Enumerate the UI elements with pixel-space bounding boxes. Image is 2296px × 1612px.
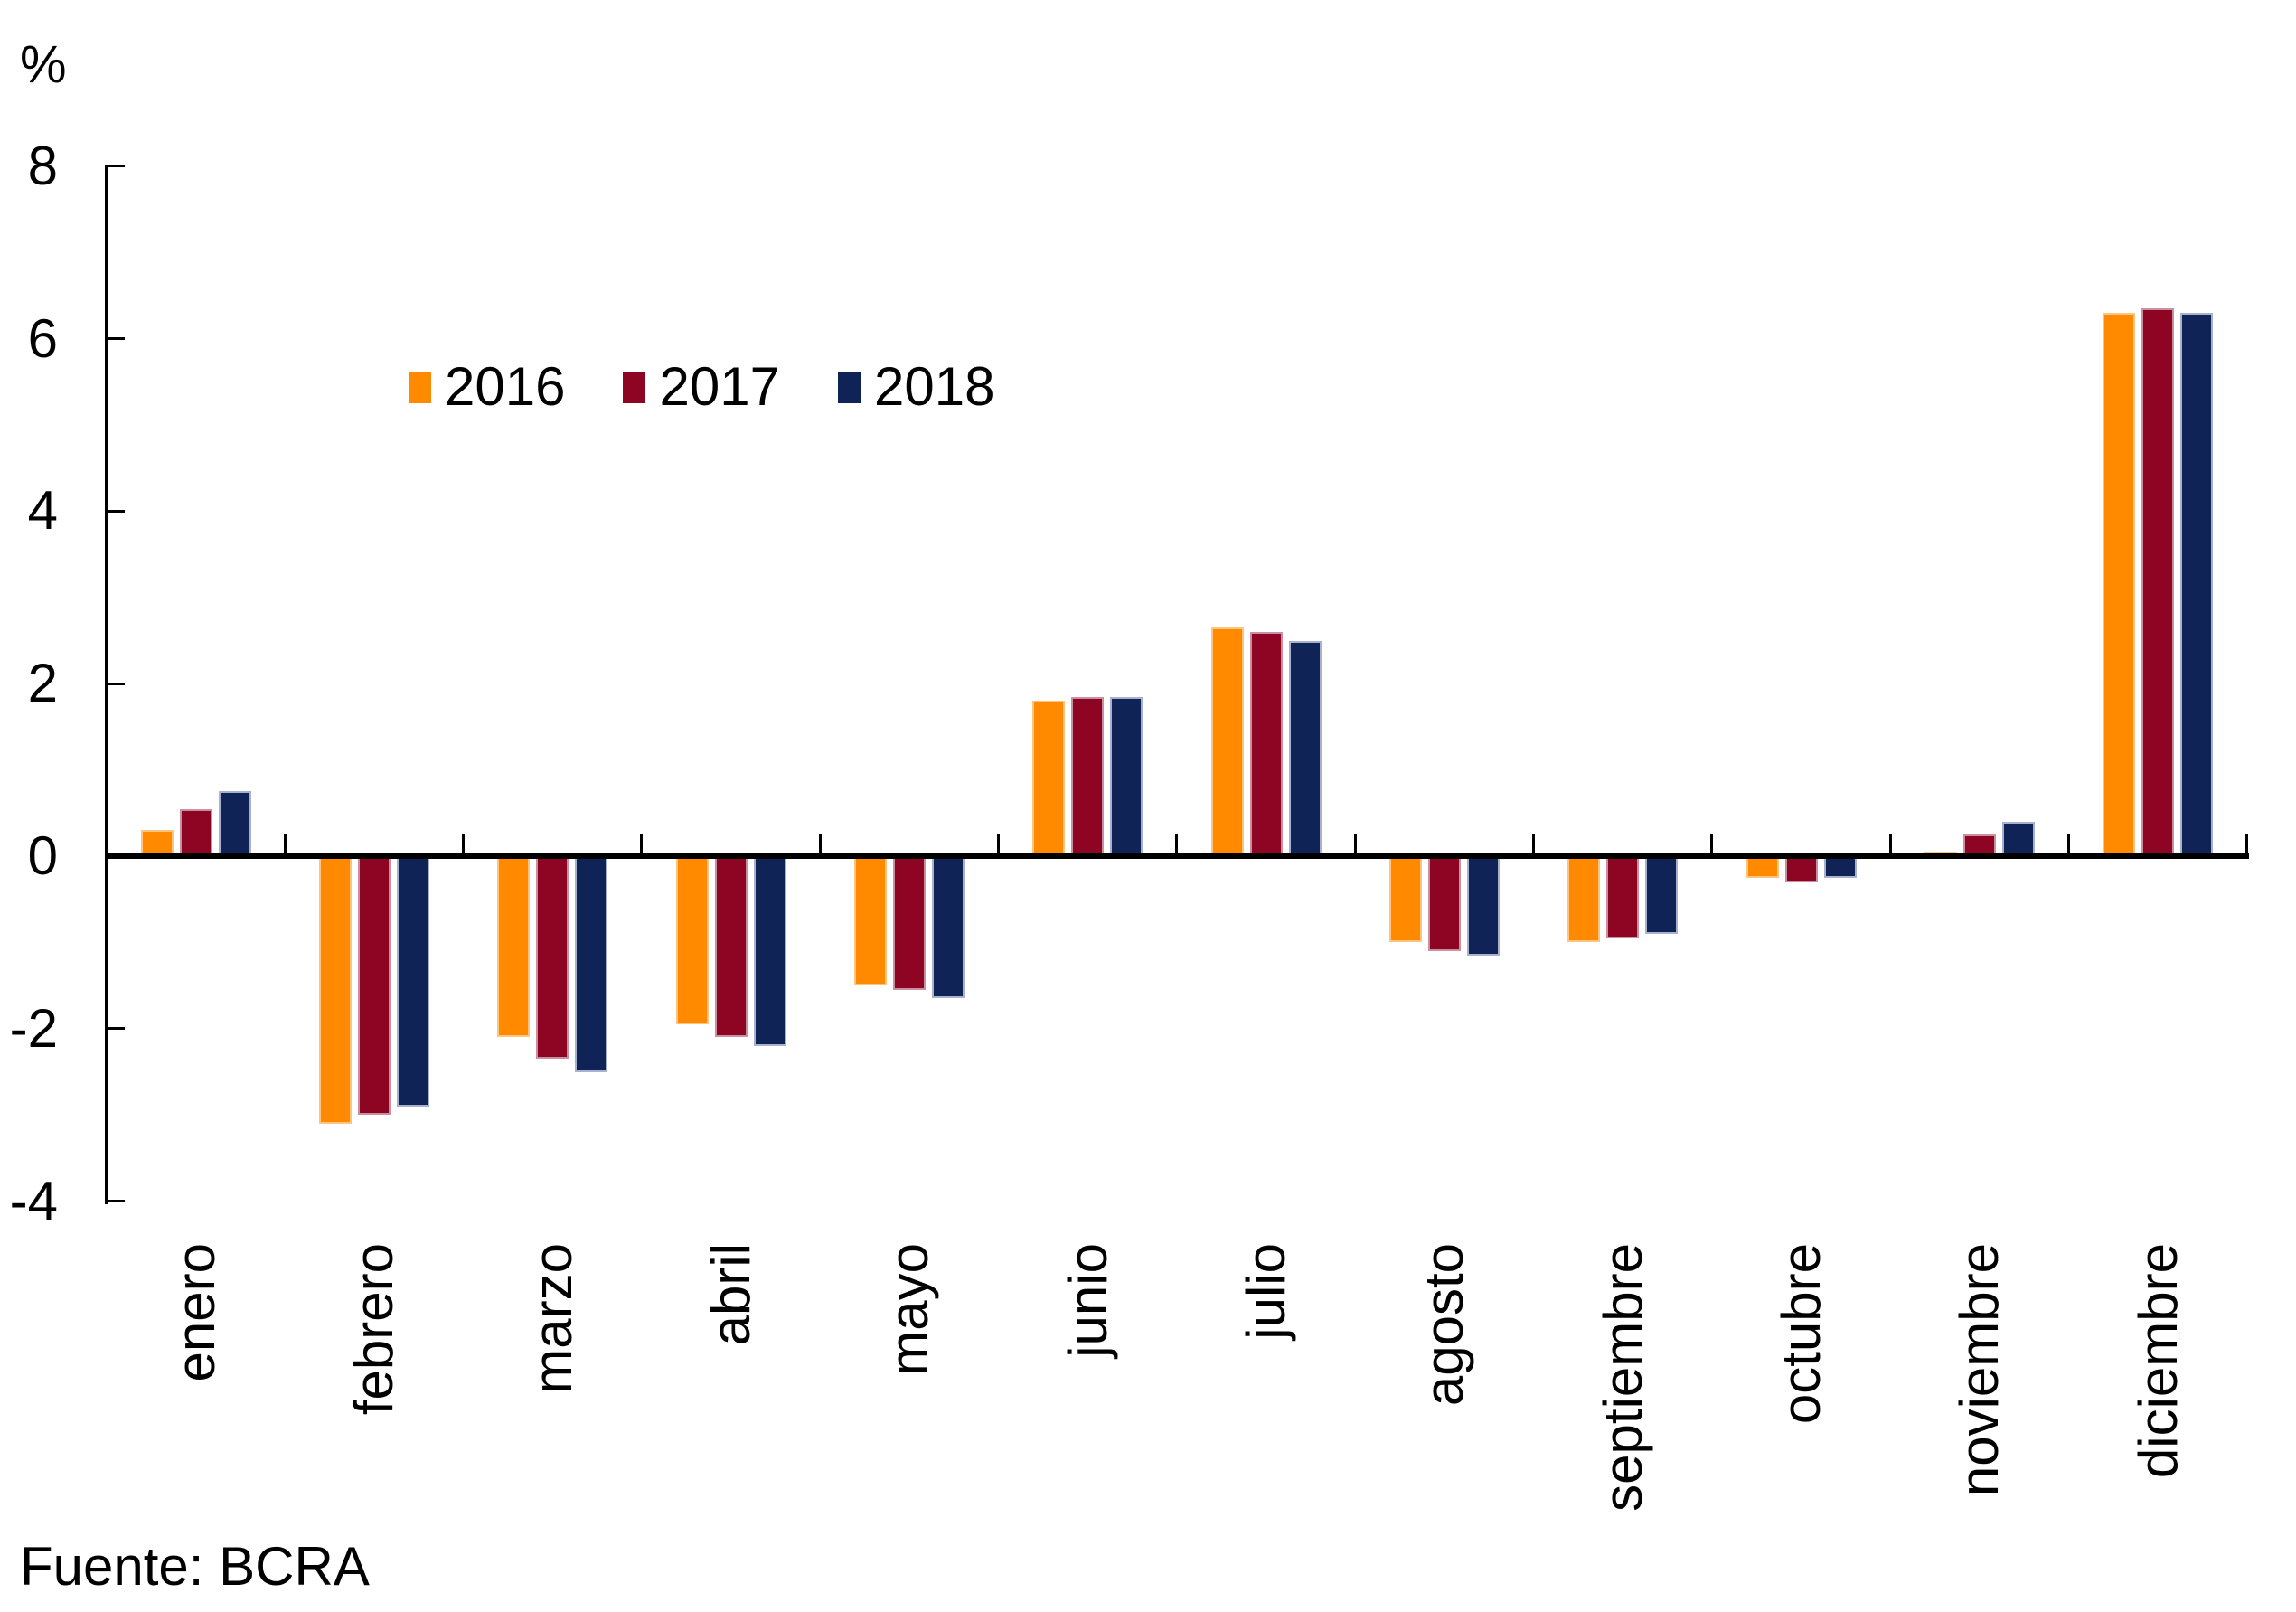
x-tick-3: [640, 834, 643, 853]
x-tick-10: [1889, 834, 1892, 853]
bar-2018-junio: [1110, 697, 1143, 856]
bar-2016-mayo: [854, 856, 887, 985]
x-tick-4: [819, 834, 822, 853]
bar-2016-agosto: [1389, 856, 1422, 942]
x-label-cell-junio: junio: [999, 1243, 1177, 1551]
bar-2017-junio: [1071, 697, 1104, 856]
y-tick-6: [105, 337, 125, 340]
x-label-abril: abril: [701, 1243, 761, 1346]
bar-2016-enero: [141, 830, 174, 856]
bar-2016-marzo: [497, 856, 530, 1037]
bar-2017-septiembre: [1606, 856, 1639, 938]
bar-2016-diciembre: [2103, 313, 2135, 856]
y-axis-line: [105, 166, 108, 1204]
legend-item-2016: 2016: [409, 360, 565, 414]
x-label-noviembre: noviembre: [1949, 1243, 2009, 1497]
bar-2016-febrero: [319, 856, 352, 1124]
bar-2017-julio: [1250, 632, 1283, 856]
bar-2017-octubre: [1785, 856, 1818, 882]
bar-2017-febrero: [358, 856, 391, 1115]
x-label-julio: julio: [1236, 1243, 1296, 1340]
bar-2018-abril: [754, 856, 786, 1046]
x-axis-line: [105, 853, 2249, 859]
bar-2018-julio: [1289, 641, 1322, 857]
x-label-cell-noviembre: noviembre: [1890, 1243, 2068, 1551]
legend-item-2017: 2017: [623, 356, 780, 417]
legend-label-2018: 2018: [873, 356, 995, 417]
bar-2017-enero: [180, 809, 212, 856]
bar-2018-septiembre: [1645, 856, 1678, 934]
bar-2017-diciembre: [2141, 308, 2174, 856]
bar-2017-mayo: [893, 856, 926, 990]
x-tick-1: [284, 834, 287, 853]
x-label-junio: junio: [1058, 1243, 1118, 1358]
y-tick--2: [105, 1027, 125, 1030]
x-tick-11: [2067, 834, 2070, 853]
x-tick-5: [997, 834, 1000, 853]
y-tick-label-6: 6: [27, 308, 58, 369]
x-label-cell-agosto: agosto: [1355, 1243, 1533, 1551]
x-label-mayo: mayo: [879, 1243, 939, 1376]
bar-2016-septiembre: [1567, 856, 1600, 942]
bar-2018-febrero: [397, 856, 429, 1107]
bar-2018-agosto: [1467, 856, 1500, 956]
bar-2018-enero: [219, 791, 251, 856]
bar-2017-abril: [715, 856, 748, 1037]
x-label-agosto: agosto: [1414, 1243, 1474, 1407]
x-tick-9: [1710, 834, 1713, 853]
legend: 2016 2017 2018: [409, 360, 994, 414]
x-label-enero: enero: [165, 1243, 226, 1382]
bar-2016-abril: [676, 856, 709, 1024]
x-label-diciembre: diciembre: [2128, 1243, 2188, 1479]
bar-2018-mayo: [932, 856, 965, 998]
x-label-cell-mayo: mayo: [820, 1243, 998, 1551]
bar-2018-noviembre: [2002, 822, 2035, 856]
source-note: Fuente: BCRA: [20, 1536, 370, 1597]
x-label-cell-febrero: febrero: [285, 1243, 463, 1551]
x-label-cell-enero: enero: [107, 1243, 285, 1551]
bar-2017-agosto: [1428, 856, 1461, 951]
bar-2018-marzo: [575, 856, 607, 1072]
y-tick-label-4: 4: [27, 480, 58, 541]
legend-swatch-2017: [623, 371, 646, 403]
x-label-febrero: febrero: [343, 1243, 404, 1416]
legend-swatch-2018: [837, 371, 861, 403]
x-label-cell-septiembre: septiembre: [1534, 1243, 1712, 1551]
bar-2018-octubre: [1824, 856, 1857, 878]
x-label-cell-abril: abril: [642, 1243, 820, 1551]
x-tick-8: [1532, 834, 1535, 853]
x-tick-6: [1175, 834, 1178, 853]
x-label-cell-julio: julio: [1177, 1243, 1355, 1551]
bar-2018-diciembre: [2180, 313, 2213, 856]
y-tick-label--2: -2: [9, 998, 58, 1059]
bar-2016-octubre: [1746, 856, 1779, 878]
y-tick-4: [105, 510, 125, 513]
x-tick-7: [1354, 834, 1357, 853]
y-tick--4: [105, 1200, 125, 1202]
bar-2017-marzo: [536, 856, 569, 1059]
x-label-octubre: octubre: [1771, 1243, 1831, 1425]
x-tick-12: [2245, 834, 2248, 853]
legend-item-2018: 2018: [837, 356, 995, 417]
legend-label-2016: 2016: [445, 356, 566, 417]
y-tick-label-8: 8: [27, 136, 58, 196]
legend-swatch-2016: [409, 371, 431, 403]
x-label-cell-octubre: octubre: [1712, 1243, 1890, 1551]
x-label-septiembre: septiembre: [1593, 1243, 1653, 1512]
x-label-cell-marzo: marzo: [464, 1243, 642, 1551]
y-tick-8: [105, 165, 125, 167]
bar-2016-junio: [1032, 701, 1065, 856]
x-label-cell-diciembre: diciembre: [2069, 1243, 2247, 1551]
legend-label-2017: 2017: [659, 356, 780, 417]
y-axis-unit-label: %: [20, 35, 67, 94]
x-tick-2: [462, 834, 465, 853]
y-tick-label-0: 0: [27, 825, 58, 886]
x-label-marzo: marzo: [522, 1243, 583, 1394]
y-tick-label--4: -4: [9, 1171, 58, 1231]
y-tick-2: [105, 683, 125, 685]
bar-2016-julio: [1211, 627, 1244, 856]
y-tick-label-2: 2: [27, 653, 58, 713]
